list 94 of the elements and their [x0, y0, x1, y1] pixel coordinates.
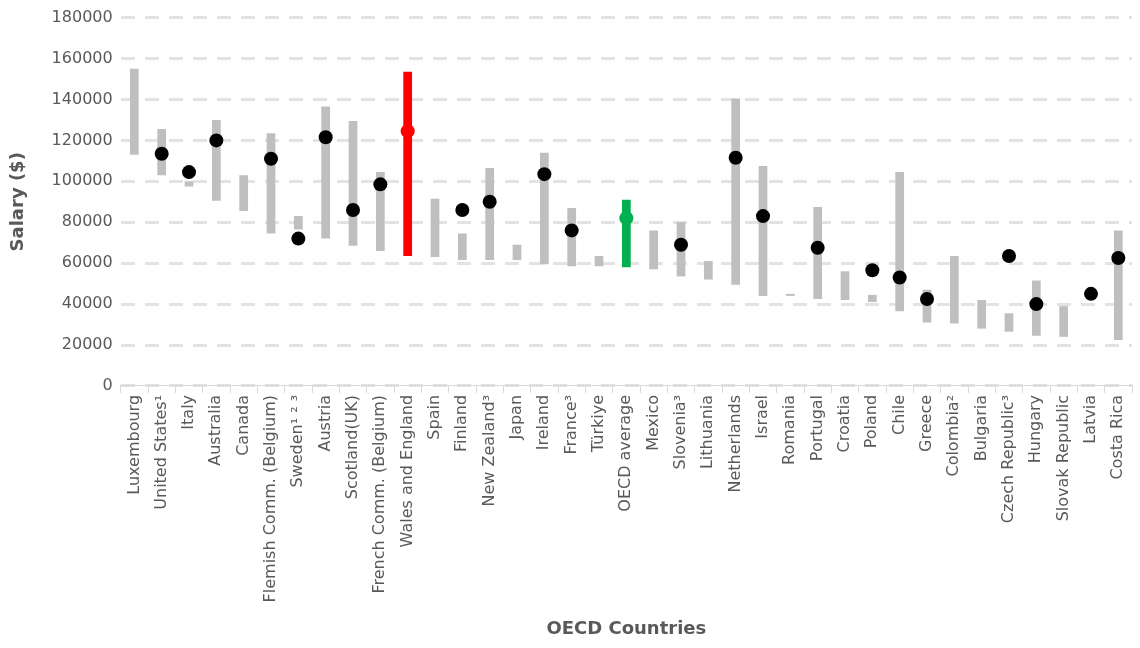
y-tick-label: 180000 [51, 6, 113, 26]
x-tick-label: Costa Rica [1107, 394, 1127, 480]
bar [977, 299, 987, 329]
point [373, 177, 388, 192]
point [756, 209, 770, 224]
x-tick-label: Luxembourg [123, 394, 143, 495]
x-tick-label: Czech Republic³ [998, 394, 1018, 524]
x-tick-label: Poland [861, 394, 881, 449]
y-tick-label: 40000 [61, 293, 113, 313]
bar [1059, 306, 1069, 337]
x-tick-label: Scotland(UK) [342, 394, 362, 500]
x-tick-label: Japan [506, 394, 526, 441]
point [318, 130, 333, 145]
bar [430, 198, 440, 258]
x-tick-label: Chile [888, 394, 908, 435]
x-tick-label: Bulgaria [970, 394, 990, 462]
point [1111, 251, 1126, 266]
x-tick-label: Türkiye [588, 394, 608, 454]
y-tick-label: 0 [102, 375, 113, 395]
point [564, 223, 579, 238]
bar [785, 293, 795, 296]
x-tick-label: Austria [314, 394, 334, 452]
y-tick-label: 20000 [61, 334, 113, 354]
bar [867, 294, 877, 303]
bar [949, 255, 959, 324]
bar [703, 261, 713, 280]
x-tick-label: Flemish Comm. (Belgium) [260, 394, 280, 603]
x-tick-label: Colombia² [943, 394, 963, 477]
x-tick-label: France³ [560, 394, 580, 455]
bar [457, 233, 467, 261]
point [920, 291, 934, 306]
y-tick-label: 140000 [51, 88, 113, 108]
x-tick-label: Spain [424, 394, 444, 440]
x-tick-label: Romania [779, 394, 799, 465]
x-tick-label: Portugal [806, 394, 826, 462]
y-tick-label: 160000 [51, 47, 113, 67]
point [182, 165, 197, 180]
x-tick-label: Latvia [1080, 394, 1100, 444]
bar [1004, 313, 1014, 332]
point [892, 270, 907, 285]
x-tick-label: OECD average [615, 394, 635, 512]
point [865, 263, 880, 278]
point [291, 231, 306, 246]
point [154, 146, 169, 161]
point [728, 150, 743, 165]
point [810, 240, 825, 255]
bar [129, 68, 139, 155]
point [1084, 286, 1098, 301]
point [537, 167, 552, 182]
bar [840, 271, 850, 300]
point [264, 151, 279, 166]
bar [512, 244, 522, 261]
x-tick-label: Canada [232, 394, 252, 456]
x-tick-label: Croatia [834, 394, 854, 453]
bar [239, 175, 249, 211]
point [1002, 248, 1016, 263]
bar [649, 230, 659, 270]
point [209, 133, 224, 148]
x-tick-label: Sweden¹ ² ³ [287, 394, 307, 488]
x-tick-label: New Zealand³ [478, 394, 498, 507]
point [482, 194, 497, 209]
x-tick-label: Mexico [642, 394, 662, 451]
x-tick-label: Slovak Republic [1052, 394, 1072, 522]
point [400, 124, 415, 139]
x-axis-title: OECD Countries [546, 616, 707, 638]
x-tick-label: Hungary [1025, 394, 1045, 464]
y-axis-title: Salary ($) [6, 152, 28, 252]
x-tick-label: Greece [916, 394, 936, 452]
bar [895, 172, 905, 312]
point [674, 237, 689, 252]
x-tick-label: Australia [205, 394, 225, 466]
x-tick-label: Slovenia³ [670, 394, 690, 470]
x-tick-label: Wales and England [396, 394, 416, 548]
point [346, 202, 361, 217]
x-tick-label: Netherlands [724, 394, 744, 493]
bar [403, 71, 413, 256]
x-tick-label: Finland [451, 394, 471, 453]
bar [321, 106, 331, 239]
x-tick-label: French Comm. (Belgium) [369, 394, 389, 594]
x-tick-label: Italy [178, 394, 198, 430]
bar [731, 98, 741, 285]
y-tick-label: 60000 [61, 252, 113, 272]
y-tick-label: 80000 [61, 211, 113, 231]
y-tick-label: 100000 [51, 170, 113, 190]
point [1029, 297, 1044, 312]
bar [293, 216, 303, 230]
x-tick-label: Ireland [533, 394, 553, 451]
x-tick-label: Lithuania [697, 394, 717, 470]
bar [594, 255, 604, 267]
point [455, 202, 470, 217]
x-tick-label: United States¹ [150, 394, 170, 510]
x-tick-label: Israel [752, 394, 772, 439]
y-tick-label: 120000 [51, 129, 113, 149]
point [619, 211, 634, 226]
